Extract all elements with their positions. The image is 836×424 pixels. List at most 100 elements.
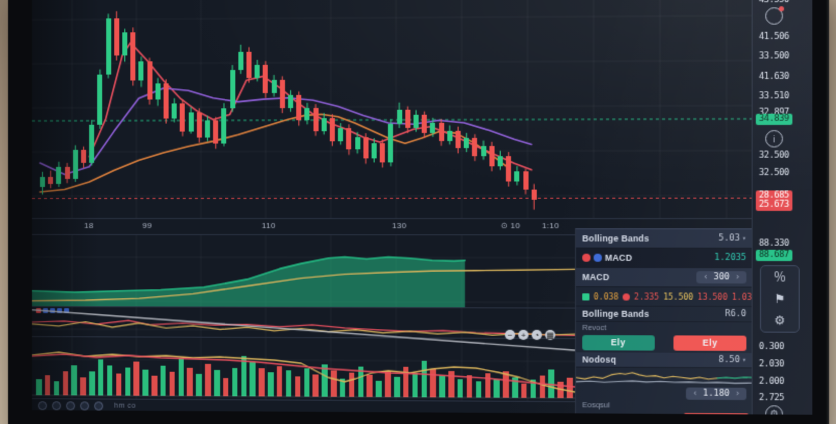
indicator-value: 2.335: [634, 291, 660, 302]
nodosq-value: 8.50 ▾: [718, 354, 747, 366]
green-square-icon: [582, 292, 590, 300]
nodosq-label: Nodosq: [582, 354, 617, 365]
stepper-next-icon[interactable]: ›: [734, 272, 741, 283]
red-dot-icon: [582, 253, 591, 262]
green-area-indicator-panel[interactable]: [31, 234, 575, 309]
percent-icon[interactable]: ％: [773, 269, 787, 285]
price-label: 43.550: [758, 0, 790, 6]
rail-tool-box: ％ ⚑ ⚙: [759, 265, 800, 333]
macd-value: 1.2035: [714, 252, 747, 264]
price-label: 2.000: [758, 376, 785, 387]
indicator-value: 1.0300: [731, 292, 753, 302]
indicator-panels[interactable]: − + ◔ ▦ hm co: [31, 234, 582, 415]
macd-summary-row[interactable]: MACD 1.2035: [576, 248, 753, 269]
indicator-value: 13.500: [697, 292, 728, 302]
price-label: 32.500: [758, 167, 790, 179]
toolbar-icon[interactable]: [80, 400, 90, 410]
chevron-down-icon: ▾: [741, 356, 747, 365]
price-label: 0.300: [758, 341, 785, 353]
time-label: 130: [392, 221, 407, 231]
grid-icon[interactable]: ▦: [545, 329, 556, 341]
value-stepper[interactable]: ‹ 1.180 ›: [686, 386, 747, 400]
macd-stepper-row: MACD ‹ 300 ›: [576, 267, 753, 288]
green-price-badge: 88.687: [755, 249, 793, 262]
indicator-legend-dots: [35, 308, 70, 314]
blue-series-icon: [57, 308, 63, 314]
bollinger-label: Bollinge Bands: [582, 308, 650, 319]
red-series-icon: [35, 308, 41, 314]
red-circle-icon: [622, 292, 630, 301]
price-label: 32.500: [758, 150, 790, 161]
info-icon[interactable]: i: [765, 130, 783, 148]
price-label: 41.630: [758, 71, 790, 83]
indicator-side-panel: Bollinge Bands 5.03 ▾ MACD 1.2035 MACD ‹: [574, 228, 753, 415]
price-label: 33.500: [758, 51, 790, 62]
stepper-next-icon[interactable]: ›: [734, 388, 741, 399]
stepper-value: 300: [713, 272, 730, 283]
sparkline-1: [576, 368, 753, 387]
toolbar-icon[interactable]: [94, 400, 104, 411]
candlestick-chart[interactable]: [32, 0, 752, 218]
zoom-out-icon[interactable]: −: [504, 329, 516, 340]
sparkline-2: SIO: [576, 409, 753, 415]
toolbar-label: hm co: [114, 402, 136, 410]
toolbar-icon[interactable]: [37, 400, 48, 410]
price-label: 88.330: [758, 238, 790, 249]
blue-dot-icon: [593, 253, 602, 262]
revoct-row: Revoct: [576, 322, 753, 333]
toolbar-icon[interactable]: [52, 400, 62, 410]
main-chart-area[interactable]: 18 99 110 130 ⊙ 10 1:10: [31, 0, 752, 236]
time-label: 99: [142, 221, 152, 231]
macd-stepper-label: MACD: [582, 271, 610, 283]
time-label-with-clock-icon: ⊙ 10: [500, 221, 521, 231]
volume-panel[interactable]: [31, 336, 575, 403]
buy-button[interactable]: Ely: [582, 334, 655, 351]
time-label: 1:10: [541, 221, 560, 231]
green-price-badge: 34.839: [755, 113, 793, 126]
bottom-toolbar[interactable]: hm co: [31, 398, 582, 415]
blue-series-icon: [64, 308, 70, 314]
nodosq-row[interactable]: Nodosq 8.50 ▾: [576, 352, 753, 369]
stepper-value: 1.180: [702, 388, 730, 399]
blue-series-icon: [50, 308, 56, 314]
price-axis-rail[interactable]: 43.550 41.506 33.500 41.630 33.510 32.897 34.8…: [751, 0, 813, 415]
price-label: 2.030: [758, 359, 785, 370]
oscillator-panel[interactable]: [31, 306, 575, 340]
notification-dot: [778, 6, 785, 12]
panel-header-row[interactable]: Bollinge Bands 5.03 ▾: [576, 229, 753, 249]
blue-series-icon: [43, 308, 49, 314]
order-buttons-row: Ely Ely: [576, 332, 753, 353]
indicator-value: 0.038: [593, 291, 619, 302]
time-label: 110: [261, 221, 276, 231]
chart-tool-icons: − + ◔ ▦: [504, 329, 556, 341]
indicator-value: 15.500: [663, 291, 694, 302]
price-label: 33.510: [758, 91, 790, 102]
monitor-bezel: 18 99 110 130 ⊙ 10 1:10 − + ◔ ▦ hm co Bollinge B…: [8, 0, 830, 424]
period-stepper[interactable]: ‹ 300 ›: [696, 271, 747, 284]
macd-label-group: MACD: [582, 253, 632, 263]
macd-label: MACD: [604, 252, 633, 263]
time-label: 18: [84, 221, 94, 231]
panel-title: Bollinge Bands: [582, 233, 650, 244]
toolbar-icon[interactable]: [66, 400, 76, 410]
wheel-icon[interactable]: ⚙: [765, 405, 783, 415]
zoom-in-icon[interactable]: +: [518, 329, 529, 340]
sio-button[interactable]: SIO: [683, 412, 749, 415]
bell-icon[interactable]: [765, 6, 785, 25]
bollinger-value: R6.0: [725, 308, 747, 320]
bollinger-row[interactable]: Bollinge Bands R6.0: [576, 306, 753, 323]
price-label: 41.506: [758, 31, 790, 43]
flag-icon[interactable]: ⚑: [774, 291, 786, 307]
sell-button[interactable]: Ely: [673, 334, 747, 351]
eosq-label: Eosqsul: [582, 399, 610, 409]
stepper-prev-icon[interactable]: ‹: [703, 272, 709, 283]
chevron-down-icon: ▾: [741, 234, 747, 243]
red-price-badge: 28.685 25.673: [755, 190, 793, 211]
revoct-label: Revoct: [582, 322, 607, 332]
gear-icon[interactable]: ⚙: [774, 313, 786, 328]
stepper-prev-icon[interactable]: ‹: [692, 388, 698, 399]
clock-icon[interactable]: ◔: [531, 329, 542, 340]
